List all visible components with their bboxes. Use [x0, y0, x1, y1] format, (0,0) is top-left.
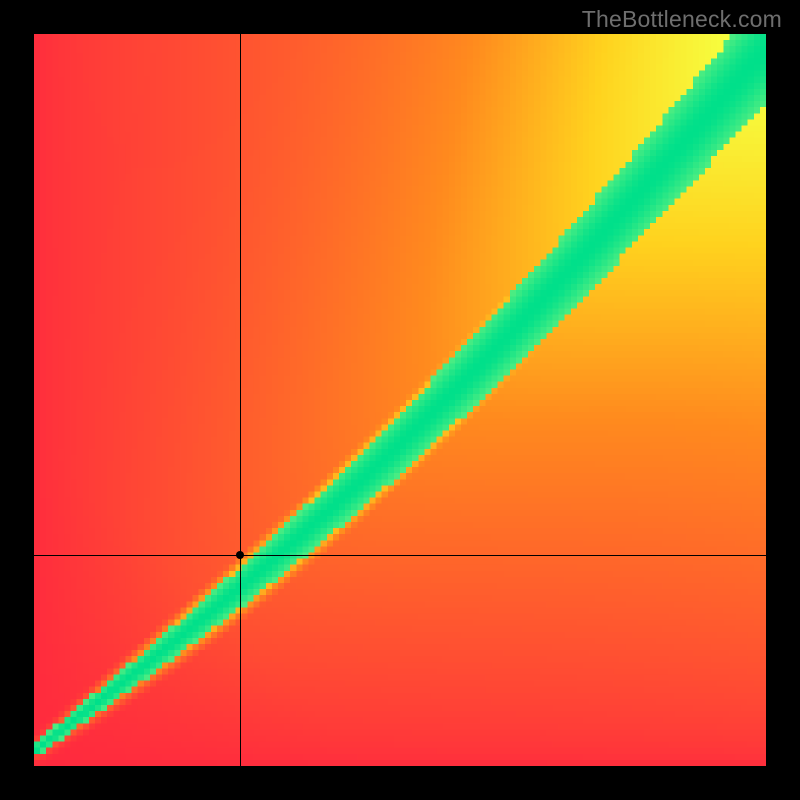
crosshair-vertical [240, 34, 241, 766]
chart-container: TheBottleneck.com [0, 0, 800, 800]
watermark-text: TheBottleneck.com [582, 6, 782, 33]
crosshair-horizontal [34, 555, 766, 556]
bottleneck-heatmap [34, 34, 766, 766]
